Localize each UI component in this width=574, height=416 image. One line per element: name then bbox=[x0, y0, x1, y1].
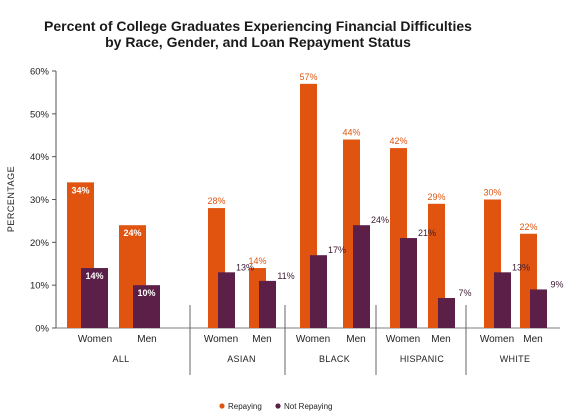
axes-layer: 0% 10% 20% 30% 40% 50% 60% bbox=[30, 67, 560, 375]
y-tick-label: 10% bbox=[30, 281, 50, 292]
data-label-not-repaying: 7% bbox=[458, 288, 471, 298]
bar-not-repaying bbox=[494, 272, 511, 328]
data-label-repaying: 57% bbox=[299, 72, 317, 82]
bar-not-repaying bbox=[259, 280, 276, 328]
data-label-repaying: 34% bbox=[71, 185, 89, 195]
bar-not-repaying bbox=[400, 238, 417, 328]
category-label: Men bbox=[252, 334, 271, 345]
category-label: Men bbox=[523, 334, 542, 345]
bars-layer bbox=[67, 83, 547, 328]
category-label: Women bbox=[480, 334, 514, 345]
group-label: ASIAN bbox=[227, 354, 256, 364]
category-label: Women bbox=[296, 334, 330, 345]
bar-not-repaying bbox=[353, 225, 370, 328]
legend-label: Repaying bbox=[228, 402, 262, 411]
category-label: Women bbox=[78, 334, 112, 345]
data-label-not-repaying: 10% bbox=[137, 288, 155, 298]
labels-layer: 34% 14% Women 24% 10% Men ALL 28% 13% Women 14% 11%… bbox=[71, 72, 563, 364]
y-tick-label: 40% bbox=[30, 152, 50, 163]
bar-not-repaying bbox=[81, 268, 108, 328]
group-label: WHITE bbox=[500, 354, 531, 364]
data-label-repaying: 24% bbox=[123, 228, 141, 238]
legend: Repaying Not Repaying bbox=[219, 402, 332, 411]
y-tick-label: 0% bbox=[35, 324, 49, 335]
group-label: BLACK bbox=[319, 354, 350, 364]
bar-not-repaying bbox=[218, 272, 235, 328]
bar-repaying bbox=[428, 203, 445, 328]
bar-not-repaying bbox=[438, 298, 455, 328]
group-label: ALL bbox=[113, 354, 130, 364]
legend-marker bbox=[275, 403, 281, 409]
category-label: Men bbox=[346, 334, 365, 345]
category-label: Men bbox=[431, 334, 450, 345]
data-label-repaying: 44% bbox=[342, 128, 360, 138]
data-label-repaying: 22% bbox=[519, 222, 537, 232]
data-label-not-repaying: 21% bbox=[418, 228, 436, 238]
y-axis-label: PERCENTAGE bbox=[6, 166, 16, 232]
y-tick-label: 30% bbox=[30, 195, 50, 206]
bar-not-repaying bbox=[133, 285, 160, 328]
bar-not-repaying bbox=[310, 255, 327, 328]
data-label-not-repaying: 13% bbox=[236, 262, 254, 272]
legend-marker bbox=[219, 403, 225, 409]
group-label: HISPANIC bbox=[400, 354, 444, 364]
category-label: Men bbox=[137, 334, 156, 345]
data-label-not-repaying: 24% bbox=[371, 215, 389, 225]
y-tick-label: 60% bbox=[30, 67, 50, 78]
category-label: Women bbox=[386, 334, 420, 345]
chart-title-line-1: Percent of College Graduates Experiencin… bbox=[44, 18, 472, 34]
data-label-not-repaying: 17% bbox=[328, 245, 346, 255]
chart-title-line-2: by Race, Gender, and Loan Repayment Stat… bbox=[105, 34, 411, 50]
y-tick-label: 20% bbox=[30, 238, 50, 249]
data-label-not-repaying: 11% bbox=[277, 271, 294, 281]
data-label-not-repaying: 13% bbox=[512, 262, 530, 272]
data-label-repaying: 29% bbox=[427, 192, 445, 202]
data-label-not-repaying: 14% bbox=[85, 271, 103, 281]
data-label-not-repaying: 9% bbox=[550, 279, 563, 289]
legend-label: Not Repaying bbox=[284, 402, 332, 411]
data-label-repaying: 28% bbox=[207, 196, 225, 206]
y-tick-label: 50% bbox=[30, 109, 50, 120]
bar-not-repaying bbox=[530, 289, 547, 328]
data-label-repaying: 30% bbox=[483, 188, 501, 198]
category-label: Women bbox=[204, 334, 238, 345]
data-label-repaying: 14% bbox=[248, 256, 266, 266]
data-label-repaying: 42% bbox=[389, 136, 407, 146]
